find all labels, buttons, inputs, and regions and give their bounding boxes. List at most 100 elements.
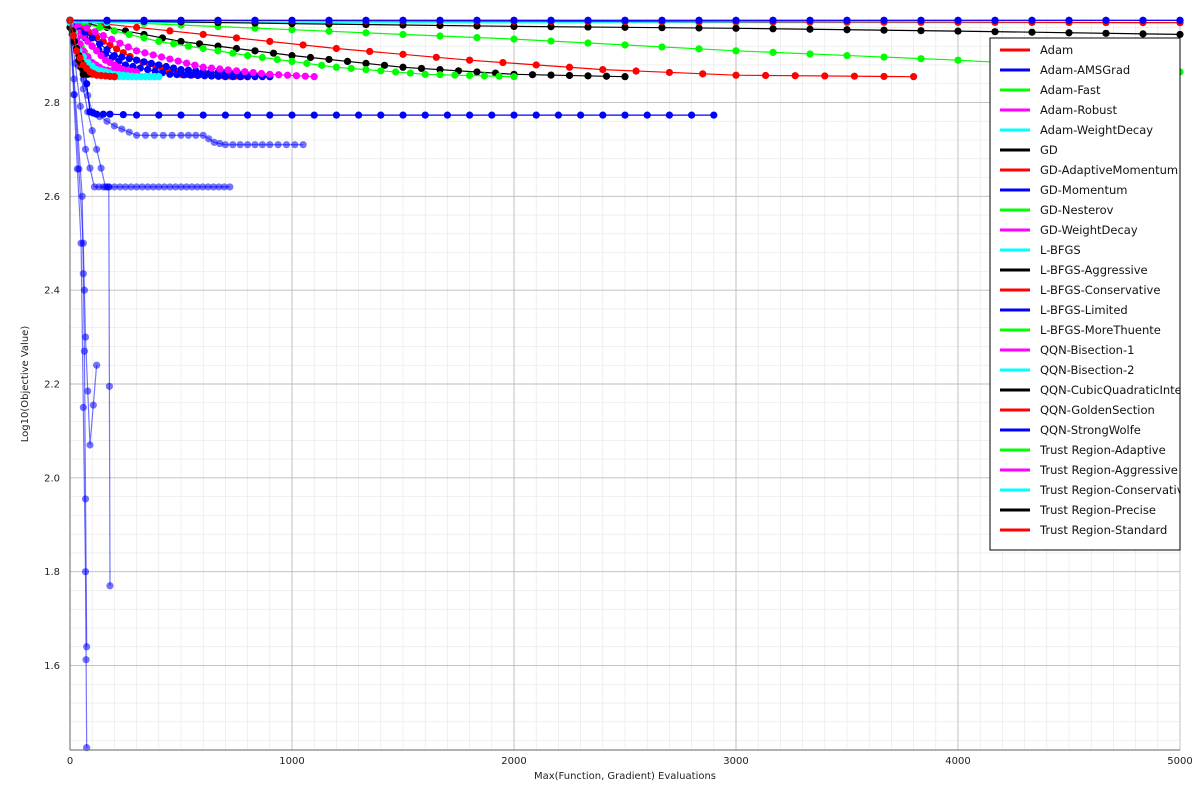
legend: Adam Adam-AMSGrad Adam-Fast Adam-Robust Adam… [989, 37, 1181, 551]
data-point [362, 16, 370, 24]
data-point [110, 73, 118, 81]
data-point [81, 568, 90, 576]
data-point [917, 16, 925, 24]
data-point [257, 69, 266, 78]
data-point [547, 37, 555, 45]
data-point [499, 58, 507, 67]
legend-item: Adam-AMSGrad [1000, 63, 1130, 77]
data-point [917, 27, 925, 35]
data-point [108, 35, 116, 44]
data-point [226, 183, 234, 191]
data-point [880, 72, 888, 81]
legend-item: GD-Nesterov [1000, 203, 1114, 217]
data-point [806, 25, 814, 33]
data-point [421, 111, 429, 119]
data-point [244, 111, 252, 119]
data-point [133, 56, 141, 64]
data-point [1065, 29, 1073, 37]
data-point [658, 16, 666, 24]
series-layer [66, 16, 1184, 752]
data-point [1028, 28, 1036, 36]
data-point [325, 16, 333, 24]
data-point [584, 23, 592, 31]
data-point [880, 26, 888, 34]
y-tick-label: 2.8 [44, 98, 60, 109]
y-tick-label: 2.6 [44, 192, 60, 203]
data-point [288, 57, 296, 66]
legend-item: Trust Region-Adaptive [1000, 443, 1166, 457]
data-point [1065, 16, 1073, 24]
data-point [105, 382, 114, 390]
data-point [954, 27, 962, 35]
data-point [116, 183, 124, 191]
data-point [251, 24, 259, 32]
legend-label: GD-AdaptiveMomentum [1040, 163, 1178, 177]
data-point [473, 16, 481, 24]
data-point [199, 183, 207, 191]
data-point [288, 111, 296, 119]
data-point [103, 16, 111, 24]
data-point [436, 16, 444, 24]
legend-item: Adam [1000, 43, 1073, 57]
data-point [377, 67, 385, 75]
legend-label: Adam-Robust [1040, 103, 1117, 117]
data-point [299, 141, 307, 149]
data-point [791, 72, 799, 80]
data-point [1028, 16, 1036, 24]
data-point [177, 16, 185, 24]
data-point [177, 111, 185, 119]
axes [69, 18, 1180, 751]
data-point [532, 61, 540, 69]
data-point [510, 22, 518, 31]
legend-label: Adam-AMSGrad [1040, 63, 1130, 77]
data-point [133, 111, 141, 119]
data-point [173, 71, 181, 79]
data-point [306, 53, 315, 62]
data-point [170, 64, 178, 72]
data-point [332, 44, 340, 53]
data-point [436, 66, 444, 74]
data-point [177, 66, 185, 74]
data-point [162, 62, 170, 71]
x-tick-label: 5000 [1167, 756, 1192, 767]
data-point [184, 42, 192, 50]
data-point [632, 67, 640, 75]
data-point [141, 131, 150, 139]
data-point [118, 125, 126, 133]
data-point [221, 111, 229, 119]
data-point [769, 16, 777, 24]
data-point [214, 16, 222, 24]
legend-item: GD [1000, 143, 1058, 157]
data-point [166, 27, 174, 35]
data-point [144, 66, 152, 74]
data-point [643, 111, 651, 119]
data-point [199, 44, 207, 53]
data-point [466, 111, 474, 119]
data-point [1139, 16, 1147, 24]
legend-item: QQN-StrongWolfe [1000, 423, 1141, 437]
data-point [166, 183, 174, 191]
data-point [584, 16, 592, 24]
data-point [377, 111, 385, 119]
data-point [806, 50, 814, 58]
data-point [732, 47, 740, 55]
data-point [291, 141, 299, 149]
data-point [806, 16, 814, 24]
data-point [88, 127, 96, 135]
series-qqn-strongwolfe [66, 16, 1184, 24]
data-point [1176, 16, 1184, 24]
data-point [141, 49, 149, 57]
legend-label: Adam-WeightDecay [1040, 123, 1153, 137]
data-point [81, 495, 90, 503]
data-point [310, 73, 318, 81]
data-point [510, 73, 518, 81]
data-point [103, 46, 111, 54]
legend-label: GD [1040, 143, 1058, 157]
data-point [621, 41, 629, 49]
data-point [133, 47, 141, 55]
data-point [565, 63, 574, 71]
data-point [473, 68, 481, 76]
data-point [266, 37, 274, 46]
data-point [991, 16, 999, 24]
data-point [83, 643, 91, 651]
